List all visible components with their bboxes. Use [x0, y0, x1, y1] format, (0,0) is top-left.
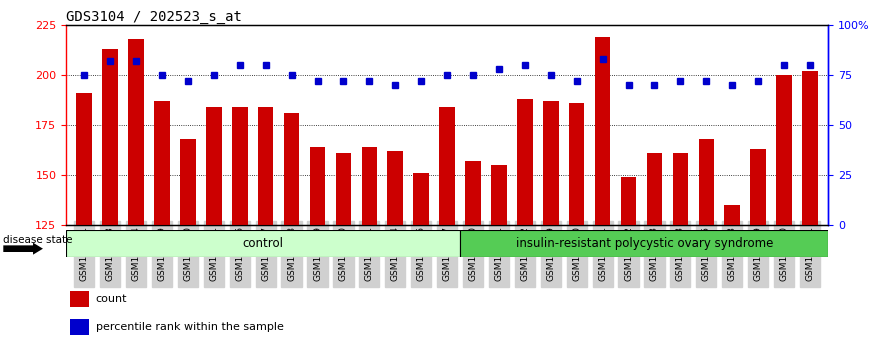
Bar [595, 37, 611, 225]
Bar [672, 153, 688, 225]
Bar [232, 107, 248, 225]
Bar [699, 139, 714, 225]
Bar [621, 177, 636, 225]
Text: control: control [242, 237, 284, 250]
Bar [258, 107, 273, 225]
Bar [724, 205, 740, 225]
Bar [647, 153, 663, 225]
Bar [310, 147, 325, 225]
Text: GDS3104 / 202523_s_at: GDS3104 / 202523_s_at [66, 10, 242, 24]
Bar [102, 49, 118, 225]
Bar [284, 113, 300, 225]
Bar [336, 153, 352, 225]
Bar [751, 149, 766, 225]
Text: insulin-resistant polycystic ovary syndrome: insulin-resistant polycystic ovary syndr… [515, 237, 773, 250]
Bar [180, 139, 196, 225]
Bar [543, 101, 559, 225]
Bar [569, 103, 584, 225]
Bar [388, 151, 403, 225]
Bar [460, 230, 828, 257]
Bar [154, 101, 170, 225]
Bar [413, 173, 429, 225]
Text: percentile rank within the sample: percentile rank within the sample [96, 322, 284, 332]
Bar [129, 39, 144, 225]
Bar [803, 71, 818, 225]
Bar [66, 230, 460, 257]
Bar [776, 75, 792, 225]
Bar [70, 319, 89, 335]
Bar [361, 147, 377, 225]
Text: disease state: disease state [4, 235, 73, 245]
Bar [206, 107, 222, 225]
Bar [70, 291, 89, 307]
Bar [492, 165, 507, 225]
Bar [77, 93, 92, 225]
FancyArrow shape [4, 243, 43, 255]
Bar [440, 107, 455, 225]
Bar [465, 161, 481, 225]
Text: count: count [96, 294, 127, 304]
Bar [517, 99, 533, 225]
